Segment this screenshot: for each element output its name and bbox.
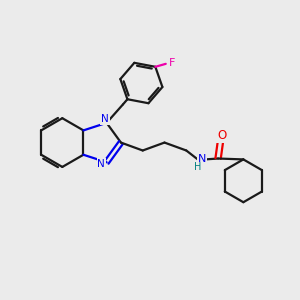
Text: N: N — [101, 114, 109, 124]
Text: O: O — [217, 129, 226, 142]
Text: N: N — [98, 159, 105, 169]
Text: H: H — [194, 162, 201, 172]
Text: F: F — [169, 58, 175, 68]
Text: N: N — [198, 154, 206, 164]
